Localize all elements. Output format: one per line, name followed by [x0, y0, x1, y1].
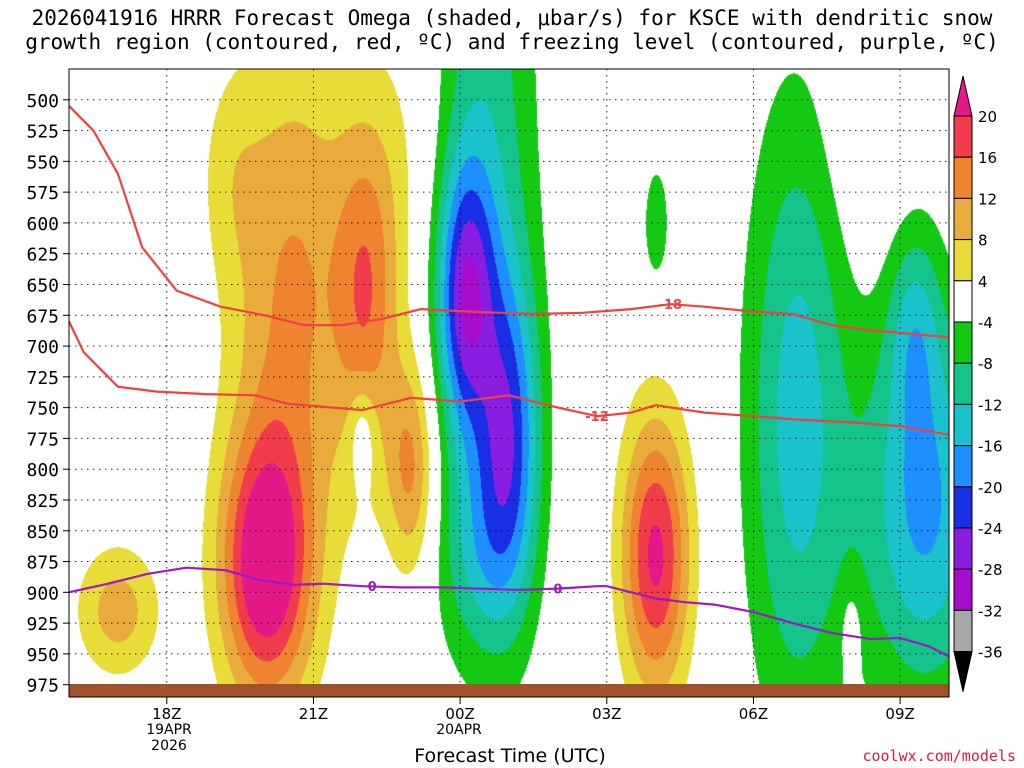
contour-line-0 — [69, 566, 949, 658]
date-label-day: 19APR — [146, 722, 192, 738]
date-label-19apr: 19APR 2026 — [136, 722, 202, 754]
y-tick-label: 775 — [26, 429, 59, 450]
colorbar-label: 8 — [978, 232, 988, 250]
y-tick-label: 750 — [26, 399, 59, 420]
colorbar-label: -28 — [978, 561, 1003, 579]
colorbar-top-triangle — [953, 75, 973, 117]
date-label-20apr: 20APR — [426, 722, 492, 738]
y-tick-label: 550 — [26, 152, 59, 173]
colorbar: 20 16 12 8 4 -4 -8 -12 -16 -20 -24 -28 -32 -36 — [953, 75, 1003, 692]
colorbar-box — [953, 156, 973, 199]
contour-line--18 — [69, 105, 949, 339]
x-tick-label: 18Z — [152, 705, 181, 723]
y-tick-label: 625 — [26, 245, 59, 266]
credit-link[interactable]: coolwx.com/models — [862, 747, 1016, 765]
colorbar-box — [953, 239, 973, 282]
colorbar-box — [953, 321, 973, 364]
x-axis-title: Forecast Time (UTC) — [414, 745, 606, 767]
plot-frame — [68, 68, 950, 698]
colorbar-label: 12 — [978, 190, 997, 208]
colorbar-label: -4 — [978, 314, 993, 332]
colorbar-label: 20 — [978, 108, 997, 126]
colorbar-label: -8 — [978, 355, 993, 373]
colorbar-label: -32 — [978, 602, 1003, 620]
colorbar-label: -20 — [978, 479, 1003, 497]
y-axis: 500 525 550 575 600 625 650 675 700 725 750 775 800 8… — [26, 91, 69, 697]
contour-line--12 — [69, 320, 949, 436]
contour-label: -18 — [659, 298, 683, 313]
y-tick-label: 650 — [26, 275, 59, 296]
y-tick-label: 600 — [26, 214, 59, 235]
colorbar-label: -36 — [978, 644, 1003, 662]
contour-label: -12 — [585, 410, 609, 425]
date-label-day: 20APR — [436, 722, 482, 738]
colorbar-box — [953, 403, 973, 447]
y-tick-label: 850 — [26, 522, 59, 543]
colorbar-bottom-triangle — [953, 651, 973, 692]
colorbar-label: -16 — [978, 438, 1003, 456]
y-tick-label: 675 — [26, 306, 59, 327]
colorbar-label: 4 — [978, 273, 988, 291]
contour-lines: -18 -12 0 0 — [69, 105, 949, 658]
x-tick-label: 06Z — [739, 705, 768, 723]
chart-title-line2: growth region (contoured, red, ºC) and f… — [25, 30, 999, 54]
colorbar-label: 16 — [978, 149, 997, 167]
y-tick-label: 525 — [26, 122, 59, 143]
contour-label: 0 — [553, 583, 562, 598]
y-tick-label: 925 — [26, 614, 59, 635]
date-label-year: 2026 — [151, 738, 187, 754]
y-tick-label: 950 — [26, 645, 59, 666]
y-tick-label: 975 — [26, 676, 59, 697]
y-tick-label: 725 — [26, 368, 59, 389]
y-tick-label: 825 — [26, 491, 59, 512]
x-axis: 18Z 21Z 00Z 03Z 06Z 09Z — [152, 697, 915, 723]
colorbar-label: -24 — [978, 520, 1003, 538]
x-tick-label: 00Z — [445, 705, 474, 723]
colorbar-box — [953, 115, 973, 158]
colorbar-box — [953, 445, 973, 488]
ground-strip — [69, 684, 949, 697]
colorbar-box — [953, 197, 973, 241]
colorbar-box — [953, 609, 973, 653]
x-tick-label: 21Z — [299, 705, 328, 723]
colorbar-box — [953, 527, 973, 570]
colorbar-box — [953, 280, 973, 323]
colorbar-box — [953, 486, 973, 529]
y-tick-label: 700 — [26, 337, 59, 358]
x-tick-label: 03Z — [592, 705, 621, 723]
omega-shaded-field — [69, 69, 949, 697]
colorbar-box — [953, 568, 973, 611]
y-tick-label: 875 — [26, 553, 59, 574]
y-tick-label: 500 — [26, 91, 59, 112]
chart-title-line1: 2026041916 HRRR Forecast Omega (shaded, … — [31, 6, 993, 30]
colorbar-label: -12 — [978, 396, 1003, 414]
y-tick-label: 575 — [26, 183, 59, 204]
y-tick-label: 900 — [26, 583, 59, 604]
y-tick-label: 800 — [26, 460, 59, 481]
chart-title: 2026041916 HRRR Forecast Omega (shaded, … — [0, 6, 1024, 54]
contour-label: 0 — [368, 580, 377, 595]
colorbar-box — [953, 362, 973, 405]
x-tick-label: 09Z — [885, 705, 914, 723]
